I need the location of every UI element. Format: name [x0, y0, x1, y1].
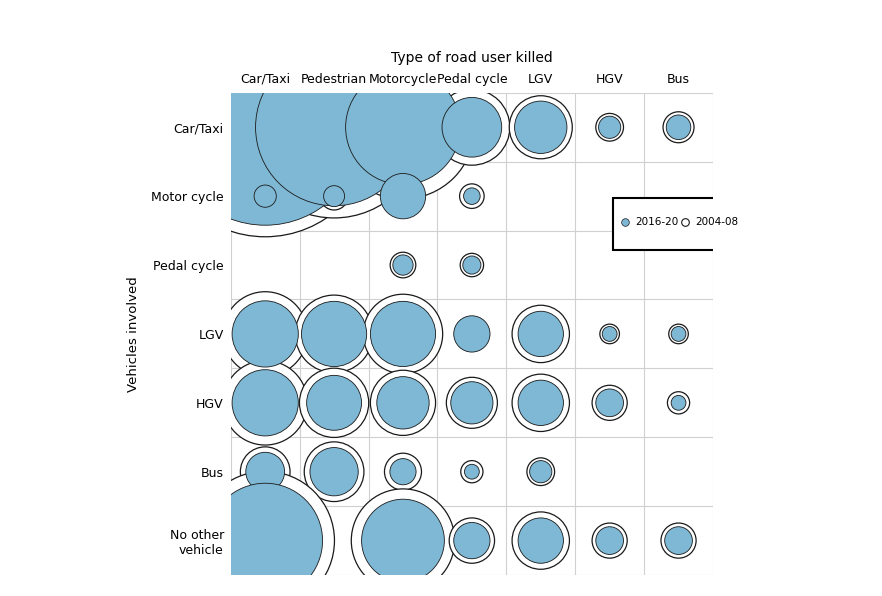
Circle shape: [671, 327, 686, 342]
Circle shape: [332, 55, 475, 199]
Circle shape: [302, 302, 367, 367]
Circle shape: [460, 461, 483, 483]
Circle shape: [307, 375, 362, 430]
Circle shape: [246, 452, 285, 491]
Circle shape: [671, 395, 686, 410]
Circle shape: [592, 385, 627, 420]
Circle shape: [363, 294, 443, 374]
Circle shape: [392, 255, 413, 275]
Circle shape: [446, 377, 497, 429]
Circle shape: [661, 523, 696, 558]
Circle shape: [254, 185, 276, 207]
Circle shape: [310, 448, 358, 496]
Circle shape: [518, 380, 564, 426]
FancyBboxPatch shape: [613, 198, 741, 250]
Text: 2004-08: 2004-08: [695, 218, 738, 227]
Circle shape: [377, 377, 430, 429]
Circle shape: [592, 523, 627, 558]
Circle shape: [512, 305, 570, 362]
Circle shape: [320, 182, 348, 210]
Circle shape: [596, 113, 624, 141]
Circle shape: [370, 302, 436, 367]
Circle shape: [390, 458, 416, 485]
Circle shape: [596, 389, 624, 417]
Circle shape: [223, 361, 308, 445]
Circle shape: [241, 447, 290, 496]
Circle shape: [514, 101, 567, 153]
Circle shape: [463, 256, 481, 274]
Circle shape: [509, 96, 572, 159]
Circle shape: [663, 112, 694, 143]
Circle shape: [208, 483, 323, 596]
Circle shape: [512, 512, 570, 569]
Circle shape: [665, 527, 692, 554]
X-axis label: Type of road user killed: Type of road user killed: [391, 51, 553, 65]
Circle shape: [256, 49, 413, 206]
Circle shape: [390, 252, 415, 278]
Circle shape: [602, 327, 617, 342]
Circle shape: [449, 518, 495, 563]
Circle shape: [434, 89, 510, 165]
Circle shape: [346, 70, 460, 185]
Circle shape: [669, 324, 688, 344]
Circle shape: [442, 97, 502, 157]
Circle shape: [596, 527, 624, 554]
Circle shape: [295, 295, 373, 372]
Circle shape: [300, 368, 369, 437]
Circle shape: [453, 316, 490, 352]
Circle shape: [455, 317, 489, 351]
Circle shape: [451, 381, 493, 424]
Circle shape: [232, 370, 298, 436]
Circle shape: [324, 186, 345, 207]
Circle shape: [453, 523, 490, 558]
Circle shape: [383, 176, 423, 216]
Circle shape: [223, 291, 308, 376]
Circle shape: [156, 18, 375, 237]
Circle shape: [460, 184, 484, 209]
Circle shape: [518, 311, 564, 356]
Circle shape: [351, 489, 455, 592]
Circle shape: [599, 116, 621, 138]
Circle shape: [512, 374, 570, 432]
Circle shape: [530, 461, 552, 483]
Circle shape: [304, 442, 364, 502]
Y-axis label: Vehicles involved: Vehicles involved: [127, 276, 140, 392]
Circle shape: [666, 115, 691, 139]
Circle shape: [518, 518, 564, 563]
Circle shape: [196, 471, 334, 596]
Circle shape: [464, 188, 480, 204]
Circle shape: [460, 253, 483, 277]
Circle shape: [385, 453, 422, 491]
Circle shape: [362, 499, 445, 582]
Circle shape: [168, 29, 363, 225]
Circle shape: [370, 370, 436, 436]
Circle shape: [668, 392, 690, 414]
Circle shape: [527, 458, 555, 486]
Circle shape: [250, 181, 280, 211]
Circle shape: [243, 36, 425, 218]
Circle shape: [380, 173, 426, 219]
Text: 2016-20: 2016-20: [635, 218, 678, 227]
Circle shape: [465, 464, 479, 479]
Circle shape: [600, 324, 619, 344]
Circle shape: [232, 301, 298, 367]
